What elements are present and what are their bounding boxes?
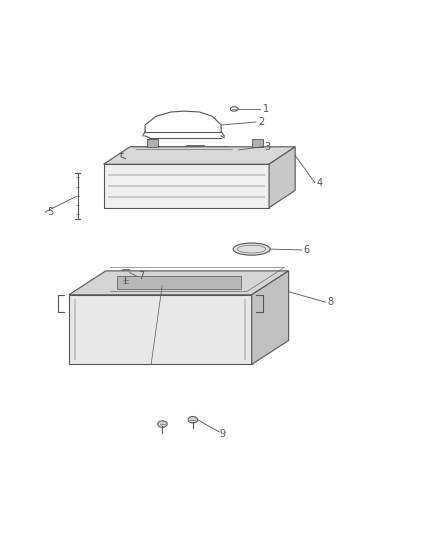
Text: 7: 7 [138,271,145,281]
Bar [122,269,129,277]
Text: 9: 9 [219,429,225,439]
Ellipse shape [158,421,167,427]
Bar [69,295,252,365]
Ellipse shape [188,416,198,423]
Polygon shape [104,147,295,164]
Polygon shape [252,271,289,365]
Bar [104,164,269,208]
Ellipse shape [233,243,270,255]
Text: 8: 8 [328,297,334,307]
Bar [252,139,262,147]
Polygon shape [117,276,241,289]
Polygon shape [69,271,289,295]
Text: 1: 1 [262,104,268,114]
Text: 5: 5 [47,207,53,217]
Text: 2: 2 [258,117,265,127]
Bar [147,139,158,147]
Polygon shape [123,147,239,154]
Polygon shape [269,147,295,208]
Text: 4: 4 [317,177,323,188]
Text: 3: 3 [265,142,271,152]
Text: 6: 6 [304,245,310,255]
